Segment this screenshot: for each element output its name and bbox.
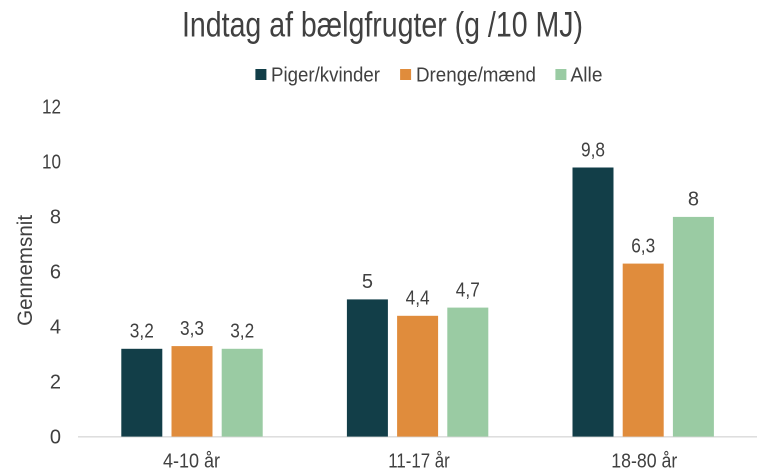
svg-text:3,2: 3,2 [130,321,154,343]
svg-text:3,3: 3,3 [180,318,204,340]
svg-text:18-80 år: 18-80 år [611,451,677,473]
svg-text:Alle: Alle [571,64,603,86]
svg-text:8: 8 [50,206,61,228]
svg-text:2: 2 [50,371,61,393]
svg-text:9,8: 9,8 [581,139,605,161]
svg-text:0: 0 [50,426,61,448]
svg-text:6: 6 [50,261,61,283]
svg-text:4: 4 [50,316,61,338]
svg-text:Piger/kvinder: Piger/kvinder [271,64,380,86]
svg-text:3,2: 3,2 [230,321,254,343]
svg-text:11-17 år: 11-17 år [388,451,450,473]
svg-text:4,4: 4,4 [406,288,430,310]
svg-text:4,7: 4,7 [456,279,480,301]
svg-text:12: 12 [42,96,61,118]
svg-text:5: 5 [362,271,373,293]
svg-text:Drenge/mænd: Drenge/mænd [416,64,536,86]
svg-text:Indtag af bælgfrugter (g /10 M: Indtag af bælgfrugter (g /10 MJ) [182,6,583,45]
svg-text:8: 8 [688,189,699,211]
svg-text:4-10 år: 4-10 år [163,451,220,473]
svg-text:6,3: 6,3 [631,235,655,257]
svg-text:Gennemsnit: Gennemsnit [14,215,37,326]
svg-text:10: 10 [42,151,61,173]
